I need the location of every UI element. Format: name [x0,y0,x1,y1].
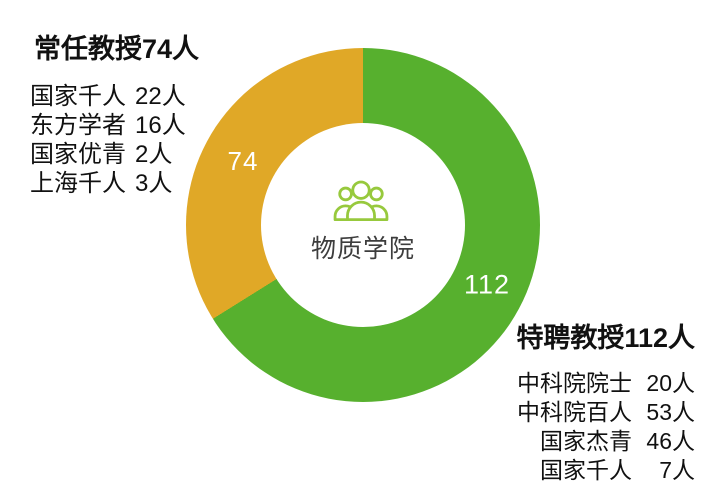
stat-value: 53人 [646,399,695,425]
center-label: 物质学院 [310,235,415,263]
stat-value: 3人 [135,170,173,197]
ring-value-tepin: 112 [463,269,511,300]
stat-row: 国家杰青 46人 [515,427,695,456]
stat-label: 东方学者 [30,112,126,139]
stat-value: 16人 [135,112,186,139]
donut-chart: 74 112 物质学院 [186,48,540,402]
stat-value: 2人 [135,141,173,168]
stat-label: 国家优青 [30,141,126,168]
stat-label: 上海千人 [30,170,126,197]
donut-hole: 物质学院 [261,123,465,327]
stat-label: 中科院院士 [517,370,632,396]
stat-row: 国家千人 7人 [515,456,695,485]
tenured-professors-panel: 常任教授74人 国家千人 22人 东方学者 16人 国家优青 2人 上海千人 3… [30,33,220,198]
stat-value: 7人 [659,457,695,483]
tenured-professors-title: 常任教授74人 [34,34,200,64]
stat-row: 中科院院士 20人 [515,369,695,398]
stat-label: 中科院百人 [517,399,632,425]
ring-value-changren: 74 [227,146,259,176]
stat-label: 国家杰青 [540,428,632,454]
stat-value: 46人 [646,428,695,454]
distinguished-professors-rows: 中科院院士 20人 中科院百人 53人 国家杰青 46人 国家千人 7人 [515,369,695,485]
tenured-professors-rows: 国家千人 22人 东方学者 16人 国家优青 2人 上海千人 3人 [30,82,220,198]
stat-row: 国家优青 2人 [30,140,220,169]
people-group-icon [333,180,389,221]
stat-row: 中科院百人 53人 [515,398,695,427]
stat-value: 22人 [135,83,186,110]
stat-label: 国家千人 [540,457,632,483]
stat-row: 国家千人 22人 [30,82,220,111]
distinguished-professors-title: 特聘教授112人 [516,323,695,353]
distinguished-professors-panel: 特聘教授112人 中科院院士 20人 中科院百人 53人 国家杰青 46人 国家… [515,322,695,485]
stat-row: 上海千人 3人 [30,169,220,198]
stat-row: 东方学者 16人 [30,111,220,140]
stat-value: 20人 [646,370,695,396]
stat-label: 国家千人 [30,83,126,110]
